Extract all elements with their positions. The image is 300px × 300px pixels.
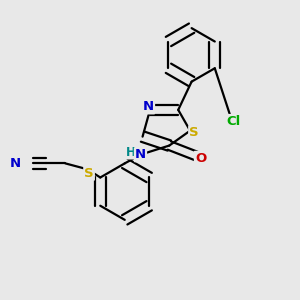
- Text: N: N: [143, 100, 154, 113]
- Text: N: N: [10, 157, 21, 170]
- Text: S: S: [189, 126, 199, 139]
- Text: H: H: [126, 146, 136, 159]
- Text: Cl: Cl: [226, 115, 240, 128]
- Text: N: N: [135, 148, 146, 161]
- Text: S: S: [84, 167, 94, 180]
- Text: O: O: [195, 152, 206, 165]
